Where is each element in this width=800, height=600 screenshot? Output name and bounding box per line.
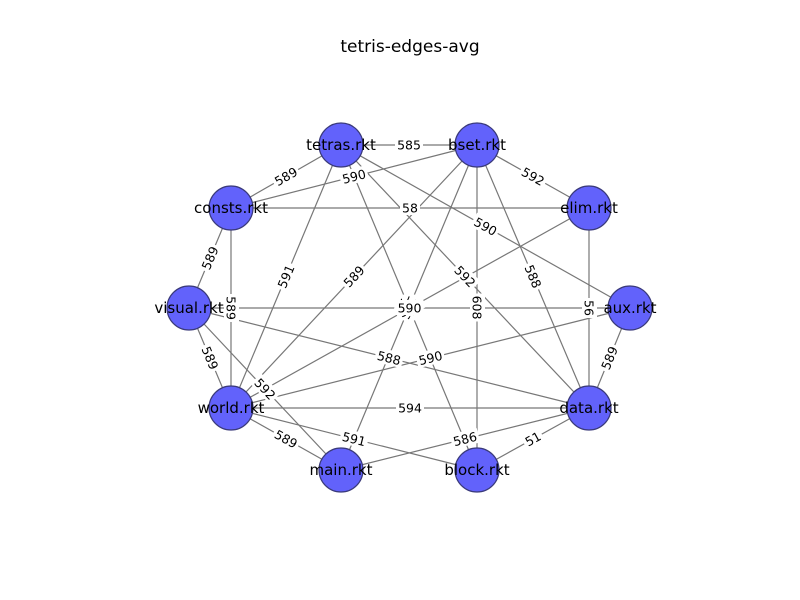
edge-label-background: [273, 260, 298, 293]
edge-label-aux-data: 589: [596, 342, 622, 374]
node-circle: [208, 385, 254, 431]
edge-label-background: [269, 162, 302, 190]
node-world: world.rkt: [198, 385, 265, 431]
edge-weight-label: 51: [522, 429, 543, 450]
edge-label-background: [197, 241, 222, 274]
edge-label-background: [520, 427, 546, 450]
edge-label-background: [224, 294, 239, 322]
edge-label-world-aux: 590: [414, 346, 446, 369]
edge-label-world-data: 594: [396, 400, 424, 416]
edge-label-background: [469, 212, 502, 240]
edge-label-consts-world: 589: [224, 294, 239, 322]
edge-label-background: [517, 162, 550, 190]
edge-label-background: [250, 373, 281, 404]
edge-label-bset-block: 608: [470, 293, 485, 322]
edge-label-main-data: 586: [449, 427, 481, 450]
edge-label-visual-data: 588: [373, 346, 405, 369]
node-label: main.rkt: [310, 461, 373, 479]
edge-label-background: [582, 298, 597, 318]
edge-label-background: [395, 300, 424, 315]
edge-weight-label: 586: [452, 429, 479, 449]
node-label: visual.rkt: [154, 299, 223, 317]
edge-label-background: [395, 137, 423, 152]
edge-label-background: [470, 293, 485, 322]
node-label: world.rkt: [198, 399, 265, 417]
node-circle: [318, 122, 364, 168]
edge-label-world-block: 591: [338, 427, 370, 450]
edge-label-background: [596, 342, 622, 374]
edge-weight-label: 591: [341, 429, 368, 449]
edge-label-bset-data: 588: [521, 260, 546, 293]
edge-weight-label: 590: [417, 348, 444, 368]
edge-label-background: [198, 341, 223, 374]
node-label: elim.rkt: [560, 199, 618, 217]
edge-label-visual-world: 589: [198, 341, 223, 374]
edge-label-background: [521, 260, 546, 293]
node-elim: elim.rkt: [560, 185, 618, 231]
edge-label-background: [338, 165, 370, 187]
node-label: tetras.rkt: [306, 136, 376, 154]
node-block: block.rkt: [444, 447, 510, 493]
edge-label-tetras-world: 591: [273, 260, 298, 293]
node-circle: [166, 285, 212, 331]
edge-label-tetras-bset: 585: [395, 137, 423, 153]
node-circle: [454, 447, 500, 493]
edge-weight-label: 56: [582, 300, 597, 316]
edge-label-bset-elim: 592: [517, 162, 550, 190]
edge-label-elim-data: 56: [582, 298, 597, 318]
edge-label-background: [338, 427, 370, 450]
edge-label-background: [338, 260, 369, 292]
edge-label-consts-visual: 589: [197, 241, 222, 274]
node-label: aux.rkt: [603, 299, 656, 317]
edge-weight-label: 58: [402, 201, 418, 216]
node-label: bset.rkt: [448, 136, 506, 154]
node-consts: consts.rkt: [194, 185, 268, 231]
edge-label-background: [450, 260, 481, 292]
edge-label-tetras-aux: 590: [469, 212, 502, 240]
nodes-layer: tetras.rkt bset.rkt elim.rkt aux.rkt data.rk…: [154, 122, 657, 493]
edge-label-background: [414, 346, 446, 369]
node-main: main.rkt: [310, 447, 373, 493]
edge-label-background: [270, 425, 303, 452]
node-data: data.rkt: [559, 385, 619, 431]
edge-label-background: [373, 346, 405, 369]
edge-label-visual-aux: 590: [395, 300, 424, 316]
node-aux: aux.rkt: [603, 285, 657, 331]
edge-weight-label: 590: [341, 166, 368, 186]
edge-label-consts-elim: 58: [400, 200, 420, 216]
edge-weight-label: 590: [398, 301, 422, 316]
edge-weight-label: 589: [224, 296, 239, 320]
node-label: consts.rkt: [194, 199, 268, 217]
node-circle: [208, 185, 254, 231]
node-visual: visual.rkt: [154, 285, 224, 331]
figure-title: tetris-edges-avg: [340, 37, 479, 57]
edge-label-world-main: 589: [270, 425, 303, 452]
edge-label-block-data: 51: [520, 427, 546, 450]
edge-label-background: [396, 400, 424, 415]
edge-label-background: [449, 427, 481, 450]
node-circle: [454, 122, 500, 168]
node-circle: [566, 185, 612, 231]
edge-weight-label: 588: [376, 348, 403, 368]
edge-label-background: [400, 200, 420, 215]
node-circle: [566, 385, 612, 431]
edge-weight-label: 585: [397, 138, 421, 153]
edge-label-bset-consts: 590: [338, 165, 370, 187]
edge-label-tetras-consts: 589: [269, 162, 302, 190]
node-circle: [318, 447, 364, 493]
node-circle: [607, 285, 653, 331]
node-tetras: tetras.rkt: [306, 122, 376, 168]
node-bset: bset.rkt: [448, 122, 506, 168]
node-label: data.rkt: [559, 399, 618, 417]
node-label: block.rkt: [444, 461, 509, 479]
edge-weight-label: 594: [398, 401, 422, 416]
edge-weight-label: 608: [470, 296, 485, 320]
